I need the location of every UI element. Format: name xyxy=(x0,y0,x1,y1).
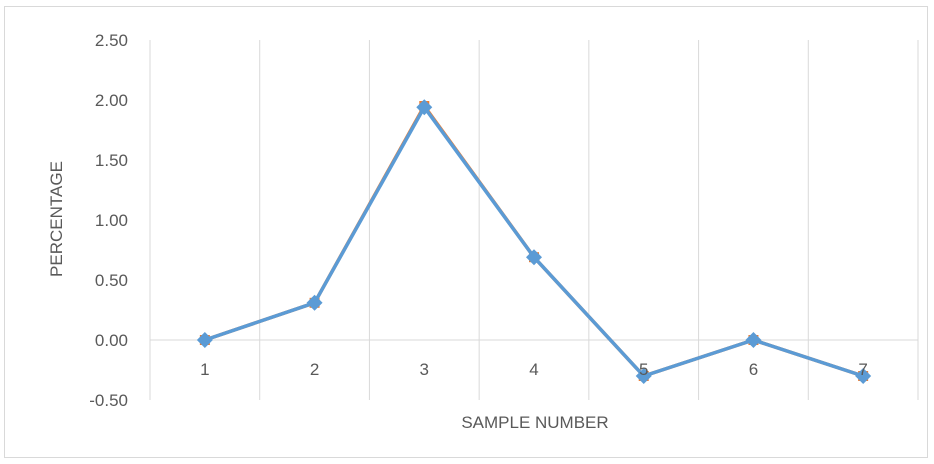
x-tick-label: 7 xyxy=(858,360,867,379)
x-tick-label: 6 xyxy=(749,360,758,379)
y-tick-label: 1.00 xyxy=(95,211,128,230)
x-axis-title: SAMPLE NUMBER xyxy=(461,413,608,432)
data-point xyxy=(526,249,542,266)
grid-lines xyxy=(149,40,919,400)
tick-labels: -0.50 0.00 0.50 1.00 1.50 2.00 2.50 1 2 3 4 5 6 7 xyxy=(89,31,868,410)
series-line-2 xyxy=(204,105,864,378)
y-tick-label: 0.00 xyxy=(95,331,128,350)
x-tick-label: 1 xyxy=(200,360,209,379)
series-layer xyxy=(196,99,872,384)
y-axis-title: PERCENTAGE xyxy=(47,161,66,277)
data-point xyxy=(635,368,652,384)
x-tick-label: 4 xyxy=(529,360,538,379)
y-tick-label: 0.50 xyxy=(95,271,128,290)
data-point xyxy=(745,332,762,348)
x-tick-label: 2 xyxy=(310,360,319,379)
y-tick-label: 2.50 xyxy=(95,31,128,50)
y-tick-label: 1.50 xyxy=(95,151,128,170)
data-point xyxy=(416,99,433,116)
data-point xyxy=(855,368,872,384)
y-tick-label: -0.50 xyxy=(89,391,128,410)
x-tick-label: 5 xyxy=(639,360,648,379)
x-tick-label: 3 xyxy=(420,360,429,379)
y-tick-label: 2.00 xyxy=(95,91,128,110)
series-line-1 xyxy=(204,104,864,378)
data-point xyxy=(306,294,323,311)
chart-area xyxy=(4,6,928,458)
data-point xyxy=(196,332,213,348)
